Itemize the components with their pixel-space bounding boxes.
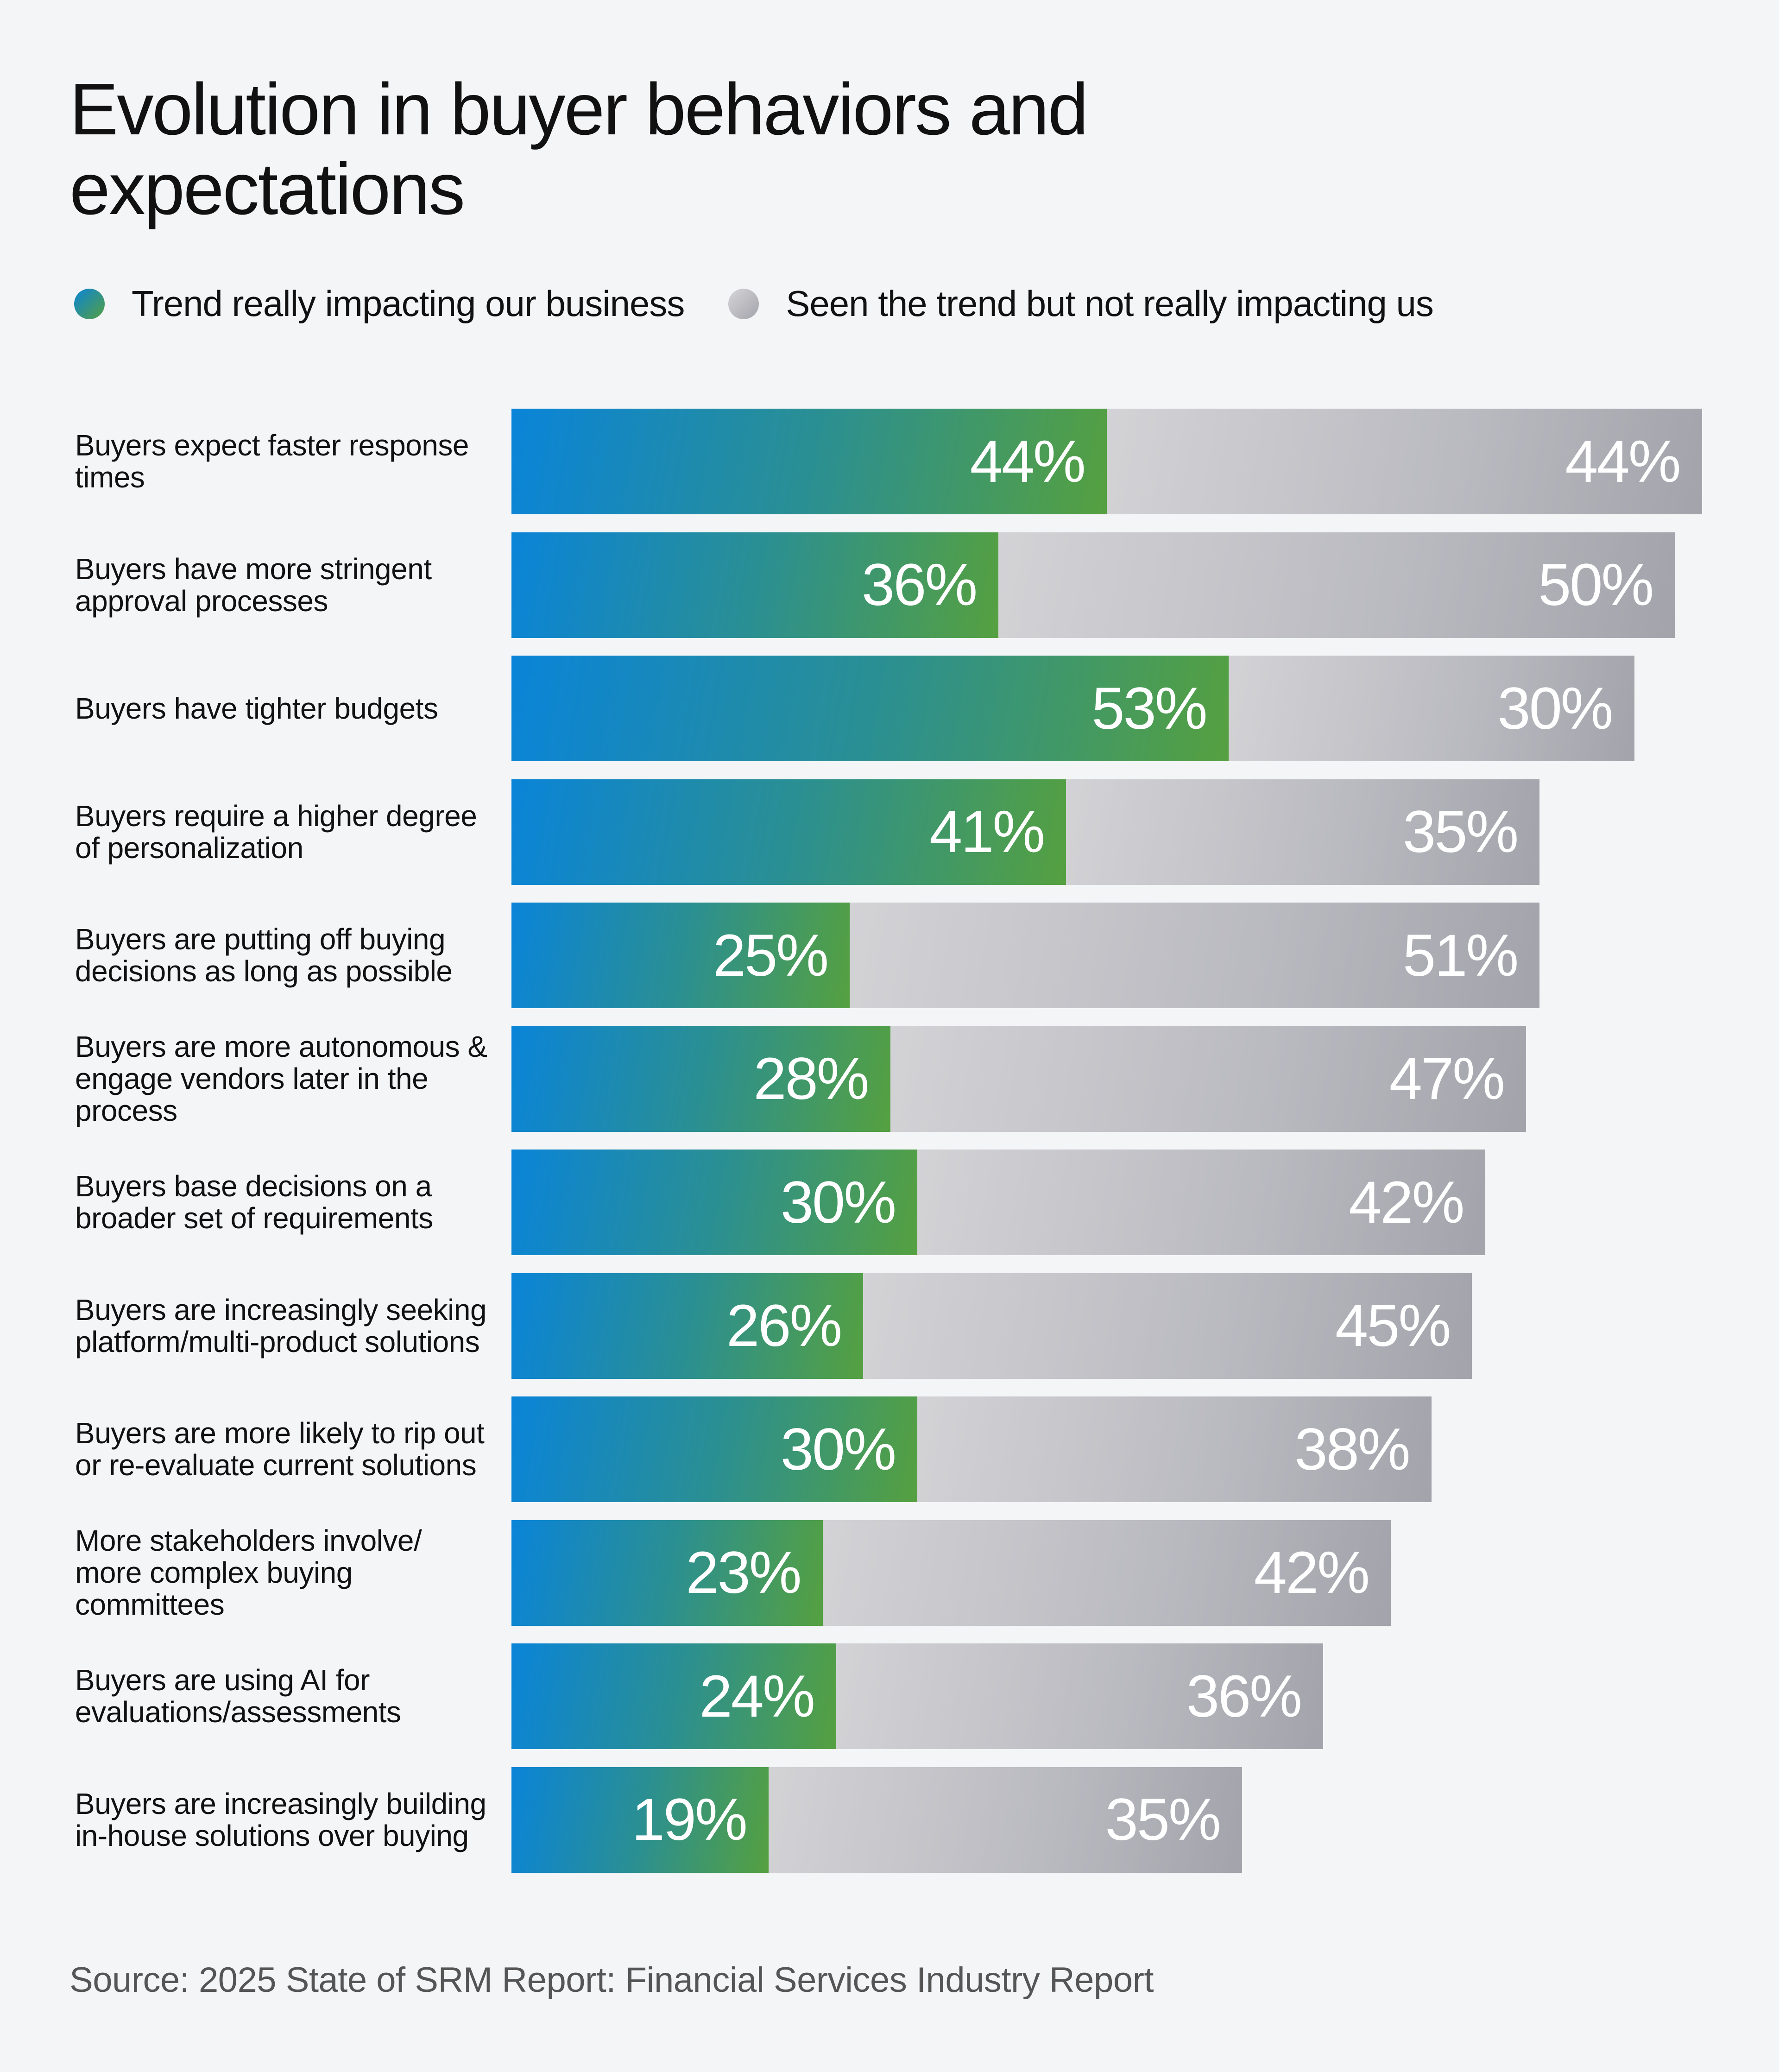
bar-not-impacting: 50% <box>998 532 1675 638</box>
bar-not-impacting: 44% <box>1106 409 1702 514</box>
data-label: 26% <box>726 1293 842 1359</box>
bar-not-impacting: 30% <box>1228 656 1634 761</box>
bar-not-impacting: 42% <box>822 1520 1391 1626</box>
category-label: Buyers have tighter budgets <box>75 691 438 725</box>
category-label: Buyers require a higher degree of person… <box>75 799 477 865</box>
bar-impacting: 30% <box>511 1150 917 1255</box>
data-label: 41% <box>929 799 1045 865</box>
data-label: 35% <box>1403 799 1519 865</box>
category-label: Buyers have more stringent approval proc… <box>75 552 432 618</box>
data-label: 30% <box>780 1416 896 1483</box>
data-label: 24% <box>699 1663 815 1730</box>
legend-item-not-impacting: Seen the trend but not really impacting … <box>728 283 1434 325</box>
chart-title: Evolution in buyer behaviors and expecta… <box>69 69 1088 230</box>
bar-not-impacting: 38% <box>917 1396 1432 1502</box>
data-label: 42% <box>1349 1169 1464 1236</box>
data-label: 36% <box>862 552 978 618</box>
data-label: 25% <box>713 922 829 989</box>
legend-item-impacting: Trend really impacting our business <box>74 283 685 325</box>
source-note: Source: 2025 State of SRM Report: Financ… <box>69 1960 1154 2000</box>
bar-impacting: 30% <box>511 1396 917 1502</box>
bar-not-impacting: 35% <box>768 1767 1242 1873</box>
category-label: Buyers are increasingly building in-hous… <box>75 1787 486 1852</box>
data-label: 30% <box>780 1169 896 1236</box>
bar-impacting: 44% <box>511 409 1107 514</box>
category-label: More stakeholders involve/ more complex … <box>75 1524 422 1621</box>
data-label: 44% <box>970 428 1086 495</box>
bar-impacting: 36% <box>511 532 999 638</box>
data-label: 38% <box>1294 1416 1410 1483</box>
bar-not-impacting: 42% <box>917 1150 1486 1255</box>
category-label: Buyers are using AI for evaluations/asse… <box>75 1663 401 1729</box>
legend: Trend really impacting our business Seen… <box>74 283 1477 325</box>
data-label: 53% <box>1091 675 1207 742</box>
category-label: Buyers are more likely to rip out or re-… <box>75 1416 485 1482</box>
data-label: 23% <box>686 1540 801 1606</box>
legend-swatch-not-impacting <box>728 288 759 319</box>
data-label: 50% <box>1538 552 1654 618</box>
legend-swatch-impacting <box>74 288 105 319</box>
bar-impacting: 25% <box>511 903 850 1008</box>
bar-impacting: 28% <box>511 1026 890 1132</box>
bar-not-impacting: 45% <box>863 1273 1472 1379</box>
legend-label-not-impacting: Seen the trend but not really impacting … <box>786 283 1434 324</box>
data-label: 44% <box>1565 428 1681 495</box>
category-label: Buyers are putting off buying decisions … <box>75 922 453 988</box>
data-label: 28% <box>753 1046 869 1112</box>
bar-not-impacting: 47% <box>890 1026 1526 1132</box>
data-label: 47% <box>1389 1046 1505 1112</box>
data-label: 45% <box>1335 1293 1451 1359</box>
bar-impacting: 23% <box>511 1520 823 1626</box>
data-label: 30% <box>1497 675 1613 742</box>
data-label: 36% <box>1186 1663 1302 1730</box>
bar-impacting: 19% <box>511 1767 769 1873</box>
bar-not-impacting: 36% <box>836 1643 1323 1749</box>
category-label: Buyers are more autonomous & engage vend… <box>75 1030 487 1127</box>
category-label: Buyers base decisions on a broader set o… <box>75 1169 433 1235</box>
bar-not-impacting: 51% <box>850 903 1540 1008</box>
data-label: 35% <box>1105 1787 1221 1853</box>
bar-impacting: 26% <box>511 1273 864 1379</box>
category-label: Buyers are increasingly seeking platform… <box>75 1293 487 1358</box>
data-label: 42% <box>1254 1540 1370 1606</box>
data-label: 19% <box>631 1787 748 1853</box>
bar-impacting: 41% <box>511 779 1066 885</box>
bar-not-impacting: 35% <box>1066 779 1540 885</box>
bar-impacting: 24% <box>511 1643 836 1749</box>
bar-impacting: 53% <box>511 656 1229 761</box>
legend-label-impacting: Trend really impacting our business <box>132 283 685 324</box>
data-label: 51% <box>1403 922 1519 989</box>
category-label: Buyers expect faster response times <box>75 429 469 494</box>
